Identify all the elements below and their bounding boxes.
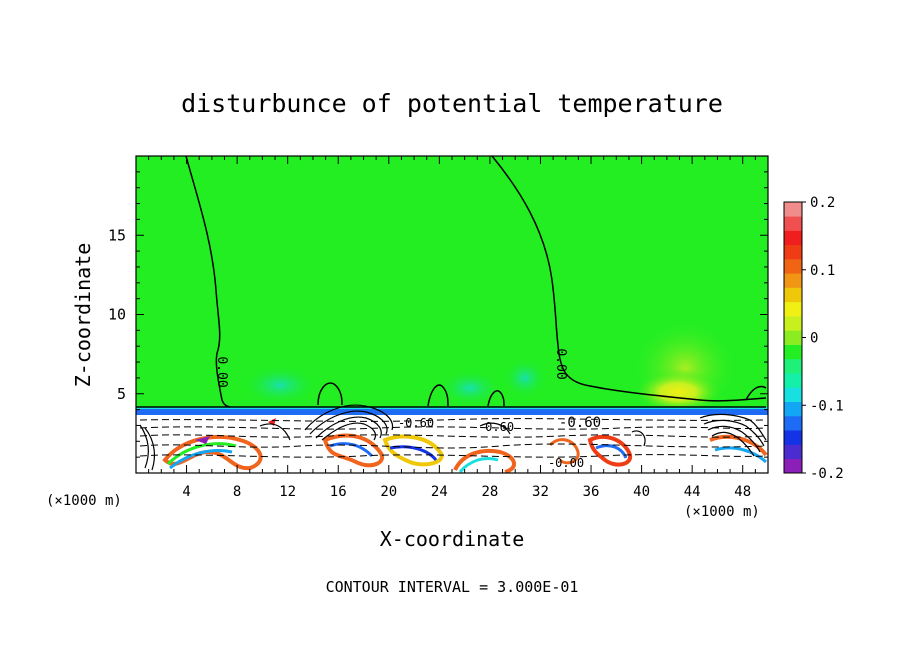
colorbar-swatch bbox=[784, 259, 802, 274]
y-tick-label: 5 bbox=[117, 385, 126, 403]
eddy-3 bbox=[382, 434, 444, 467]
x-tick-label: 8 bbox=[233, 484, 241, 500]
cool-anomaly-2 bbox=[438, 370, 502, 406]
x-tick-label: 36 bbox=[583, 484, 600, 500]
colorbar-swatch bbox=[784, 458, 802, 474]
x-tick-label: 48 bbox=[734, 484, 751, 500]
contour-interval-note: CONTOUR INTERVAL = 3.000E-01 bbox=[326, 578, 579, 596]
colorbar-tick-label: 0.1 bbox=[810, 263, 835, 279]
colorbar-swatch bbox=[784, 344, 802, 360]
contour-label-group: 0.00 0.00 -0.60 -0.60 -0.60 -0.00 bbox=[214, 348, 601, 470]
x-unit-left: (×1000 m) bbox=[46, 493, 122, 509]
eddy-6 bbox=[587, 434, 633, 467]
contour-label: -0.60 bbox=[478, 420, 514, 434]
colorbar-swatch bbox=[784, 301, 802, 317]
dense-contours bbox=[139, 404, 767, 471]
colorbar-swatch bbox=[784, 373, 802, 388]
x-tick-label: 20 bbox=[380, 484, 397, 500]
x-tick-label: 4 bbox=[182, 484, 190, 500]
colorbar-tick-label: 0.2 bbox=[810, 195, 835, 211]
colorbar-swatch bbox=[784, 230, 802, 246]
cool-anomaly-1 bbox=[242, 365, 318, 405]
inversion-band bbox=[136, 409, 768, 415]
colorbar-swatch bbox=[784, 244, 802, 260]
colorbar-tick-label: 0 bbox=[810, 331, 818, 347]
zero-contours bbox=[136, 156, 767, 408]
x-axis: 4 8 12 16 20 24 28 32 36 40 44 48 bbox=[148, 156, 756, 500]
colorbar-tick-label: -0.2 bbox=[810, 466, 844, 482]
x-tick-label: 28 bbox=[481, 484, 498, 500]
contour-label: -0.60 bbox=[559, 415, 601, 431]
colorbar-swatch bbox=[784, 216, 802, 231]
negative-contours bbox=[139, 418, 767, 458]
eddy-2 bbox=[322, 433, 384, 468]
x-tick-label: 24 bbox=[431, 484, 448, 500]
y-tick-label: 15 bbox=[108, 226, 126, 244]
colorbar-ticks: 0.2 0.1 0 -0.1 -0.2 bbox=[802, 195, 844, 482]
colorbar-swatch bbox=[784, 387, 802, 402]
contour-label: -0.60 bbox=[398, 416, 434, 430]
plot-field: 0.00 0.00 -0.60 -0.60 -0.60 -0.00 bbox=[136, 156, 768, 473]
colorbar-swatch bbox=[784, 415, 802, 431]
colorbar-swatch bbox=[784, 273, 802, 288]
y-axis: 5 10 15 bbox=[108, 171, 768, 458]
colorbar-swatch bbox=[784, 430, 802, 445]
eddy-5 bbox=[548, 438, 580, 465]
warm-anomaly bbox=[633, 370, 723, 414]
x-tick-label: 44 bbox=[684, 484, 701, 500]
cool-anomaly-3 bbox=[503, 358, 547, 398]
contour-label: -0.00 bbox=[548, 456, 584, 470]
colorbar-swatch bbox=[784, 287, 802, 303]
colorbar-swatch bbox=[784, 358, 802, 374]
colorbar-swatch bbox=[784, 316, 802, 331]
x-tick-label: 40 bbox=[633, 484, 650, 500]
eddy-4 bbox=[453, 449, 516, 473]
colorbar-swatch bbox=[784, 401, 802, 417]
chart-title: disturbunce of potential temperature bbox=[181, 89, 723, 118]
contour-label: 0.00 bbox=[214, 356, 229, 387]
colorbar-swatch bbox=[784, 202, 802, 217]
lower-layer bbox=[136, 415, 768, 473]
eddy-7 bbox=[709, 434, 768, 457]
colorbar-tick-label: -0.1 bbox=[810, 398, 844, 414]
x-tick-label: 32 bbox=[532, 484, 549, 500]
y-tick-label: 10 bbox=[108, 306, 126, 324]
colorbar-swatch bbox=[784, 444, 802, 460]
y-axis-label: Z-coordinate bbox=[71, 243, 95, 388]
x-tick-label: 12 bbox=[279, 484, 296, 500]
x-axis-label: X-coordinate bbox=[380, 527, 525, 551]
x-tick-label: 16 bbox=[330, 484, 347, 500]
x-unit-right: (×1000 m) bbox=[684, 504, 760, 520]
colorbar bbox=[783, 201, 803, 474]
colorbar-swatch bbox=[784, 330, 802, 345]
contour-label: 0.00 bbox=[553, 348, 568, 379]
